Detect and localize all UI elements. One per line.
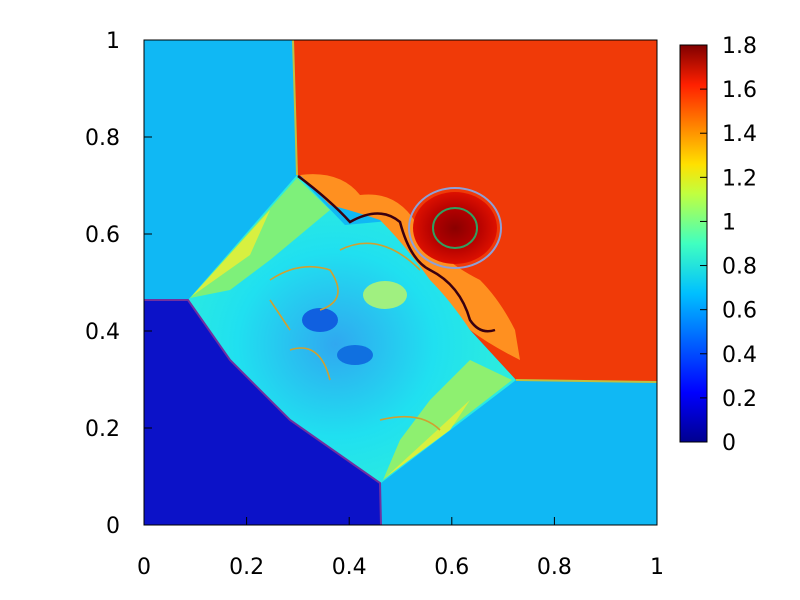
colorbar-tick-label: 0.4 xyxy=(722,343,757,368)
x-axis: 0 0.2 0.4 0.6 0.8 1 xyxy=(137,517,664,580)
colorbar-tick-label: 1.4 xyxy=(722,122,757,147)
plot-area xyxy=(144,40,657,525)
sliver-yellow-2 xyxy=(385,400,470,478)
y-axis: 0 0.2 0.4 0.6 0.8 1 xyxy=(85,29,152,539)
x-tick-label: 0.2 xyxy=(229,555,264,580)
peak-spot xyxy=(413,192,497,264)
colorbar xyxy=(679,44,708,443)
colorbar-ticks: 0 0.2 0.4 0.6 0.8 1 1.2 1.4 1.6 1.8 xyxy=(700,34,757,456)
boundary-contour-2 xyxy=(292,40,298,176)
colorbar-tick-label: 1.2 xyxy=(722,166,757,191)
boundary-contour-1 xyxy=(144,299,382,525)
interface-orange xyxy=(300,174,520,360)
interface-contour xyxy=(297,175,496,333)
blob-blue-2 xyxy=(337,345,373,365)
y-tick-label: 1 xyxy=(106,29,120,54)
blob-blue-1 xyxy=(302,308,338,332)
colorbar-tick-label: 0.8 xyxy=(722,255,757,280)
interior-contours xyxy=(269,242,441,431)
x-tick-label: 0.4 xyxy=(332,555,367,580)
x-tick-label: 0.6 xyxy=(434,555,469,580)
wedge-lower-right xyxy=(383,360,512,480)
x-tick-label: 1 xyxy=(650,555,664,580)
y-tick-label: 0.8 xyxy=(85,126,120,151)
region-bottom-left xyxy=(144,300,381,525)
y-tick-label: 0.4 xyxy=(85,320,120,345)
y-tick-label: 0.6 xyxy=(85,223,120,248)
colorbar-tick-label: 0 xyxy=(722,431,736,456)
colorbar-tick-label: 0.6 xyxy=(722,299,757,324)
colorbar-tick-label: 1.6 xyxy=(722,78,757,103)
x-tick-label: 0.8 xyxy=(537,555,572,580)
sliver-yellow-1 xyxy=(192,210,270,296)
y-tick-label: 0 xyxy=(106,514,120,539)
peak-contour-outer xyxy=(408,187,502,269)
blob-green xyxy=(363,281,407,309)
colorbar-tick-label: 1 xyxy=(722,210,736,235)
x-tick-label: 0 xyxy=(137,555,151,580)
y-tick-label: 0.2 xyxy=(85,417,120,442)
boundary-contour-3 xyxy=(515,379,657,383)
colorbar-tick-label: 0.2 xyxy=(722,387,757,412)
plot-frame xyxy=(143,39,658,526)
peak-contour-inner xyxy=(432,207,478,249)
colorbar-tick-label: 1.8 xyxy=(722,34,757,59)
